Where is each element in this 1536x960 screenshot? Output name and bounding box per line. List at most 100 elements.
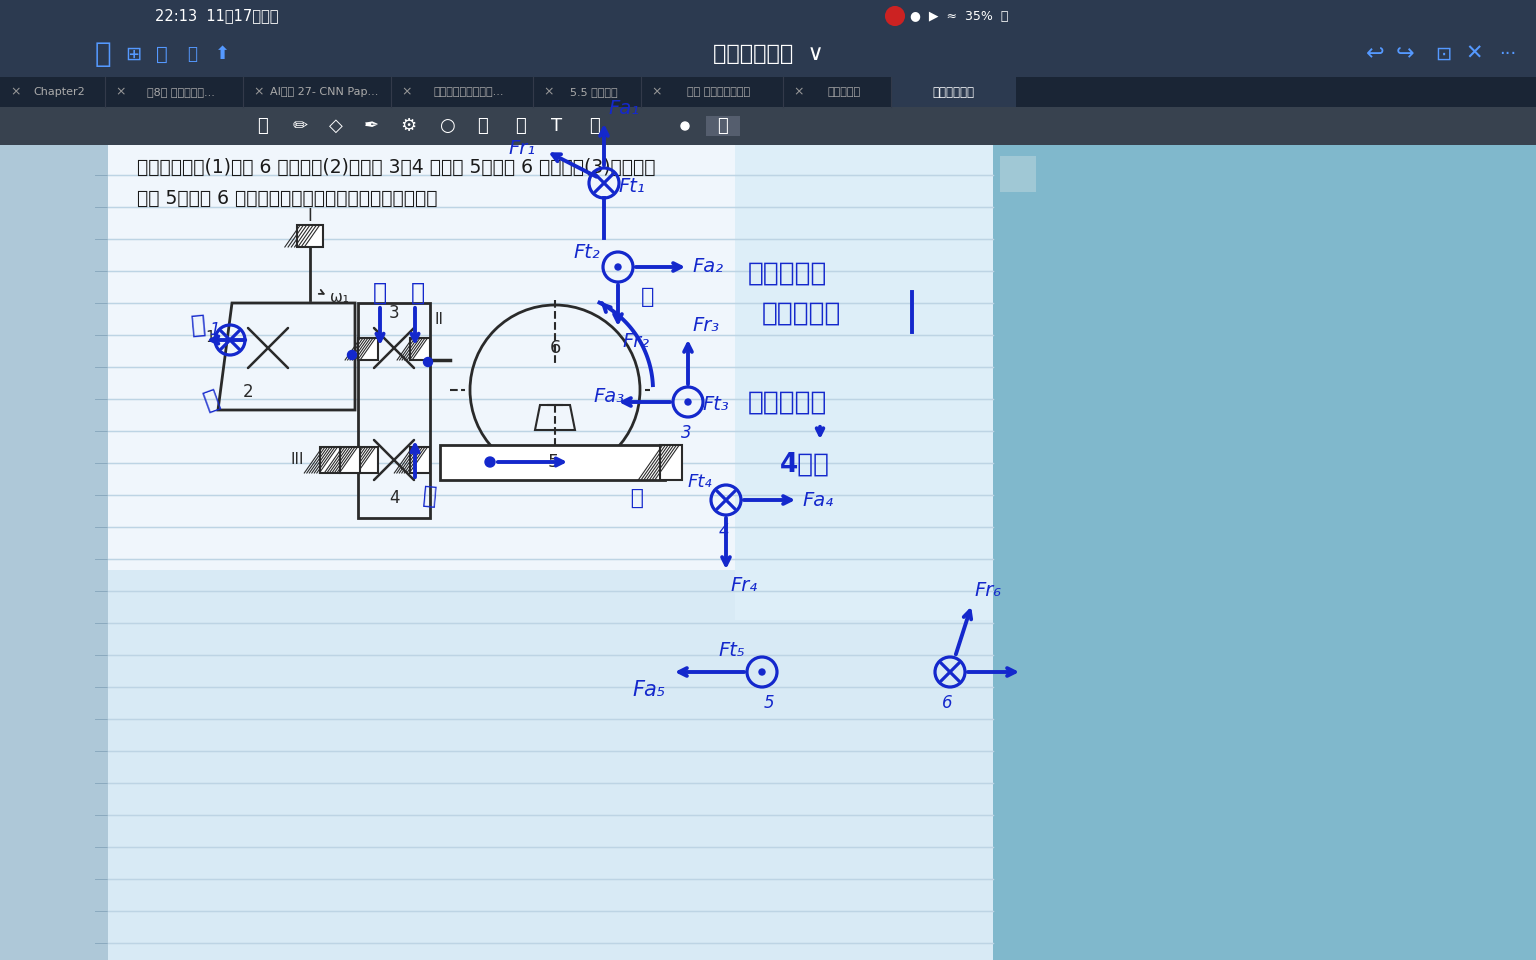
Text: AI课堂 27- CNN Pap...: AI课堂 27- CNN Pap...	[270, 87, 378, 97]
Text: 判断出左旋: 判断出左旋	[748, 390, 828, 416]
Text: Fr₂: Fr₂	[622, 332, 650, 351]
Text: ↪: ↪	[1396, 44, 1415, 64]
Text: ×: ×	[115, 85, 126, 99]
Text: ◇: ◇	[329, 117, 343, 135]
Text: Ft₁: Ft₁	[617, 177, 645, 196]
Bar	[108, 620, 992, 960]
Text: 第8章 人工神经网...: 第8章 人工神经网...	[147, 87, 215, 97]
Text: み: み	[642, 287, 654, 307]
Text: ⚙: ⚙	[399, 117, 416, 135]
Circle shape	[424, 357, 433, 367]
Bar	[0, 0, 1536, 32]
Circle shape	[680, 122, 690, 130]
Text: ✕: ✕	[1465, 44, 1482, 64]
Text: T: T	[551, 117, 562, 135]
Text: III: III	[290, 452, 304, 468]
Text: 3: 3	[680, 424, 691, 442]
Text: 【深度学习】卷积神...: 【深度学习】卷积神...	[433, 87, 504, 97]
Text: 🔖: 🔖	[187, 45, 197, 63]
Text: ×: ×	[544, 85, 553, 99]
Circle shape	[347, 350, 356, 359]
Text: 3: 3	[389, 304, 399, 322]
Text: I: I	[307, 207, 312, 225]
Bar	[0, 32, 1536, 77]
Text: ×: ×	[11, 85, 20, 99]
Text: 5: 5	[763, 694, 774, 712]
Bar	[439, 445, 665, 480]
Text: ス: ス	[189, 312, 206, 338]
Bar	[339, 447, 359, 473]
Text: II: II	[435, 313, 442, 327]
Text: Fa₃: Fa₃	[593, 388, 624, 406]
Bar	[358, 447, 378, 473]
Bar	[736, 145, 992, 960]
Text: Fa₅: Fa₅	[631, 680, 665, 700]
Text: 1: 1	[206, 330, 215, 346]
Bar	[1000, 156, 1035, 192]
Bar	[108, 570, 736, 620]
Text: Fa₄: Fa₄	[802, 491, 833, 510]
Text: ⭐: ⭐	[478, 117, 488, 135]
Bar	[891, 77, 1015, 107]
Bar	[319, 447, 339, 473]
Text: み: み	[419, 484, 436, 509]
Text: 🖊: 🖊	[588, 117, 599, 135]
Text: Ft₃: Ft₃	[702, 396, 728, 415]
Text: 4: 4	[389, 489, 399, 507]
Text: Ft₄: Ft₄	[688, 473, 713, 491]
Circle shape	[485, 457, 495, 467]
Text: ●  ▶  ≈  35%  🔋: ● ▶ ≈ 35% 🔋	[909, 10, 1008, 22]
Text: ⊡: ⊡	[1435, 44, 1452, 63]
Text: 蜗杆 5、蜗轮 6 啮合点的受力方向，以分力的形式表示。: 蜗杆 5、蜗轮 6 啮合点的受力方向，以分力的形式表示。	[137, 188, 438, 207]
Text: ×: ×	[793, 85, 803, 99]
Circle shape	[886, 7, 905, 25]
Bar	[410, 447, 430, 473]
Text: Fr₃: Fr₃	[693, 316, 719, 335]
Text: ···: ···	[1499, 45, 1516, 63]
Text: Fa₂: Fa₂	[693, 257, 723, 276]
Text: ○: ○	[439, 117, 455, 135]
Text: 🔡: 🔡	[258, 117, 269, 135]
Text: ✒: ✒	[364, 117, 378, 135]
Text: 不记忆规则: 不记忆规则	[762, 301, 842, 327]
Text: ⌕: ⌕	[157, 44, 167, 63]
Text: 机械设计作业: 机械设计作业	[932, 85, 974, 99]
Text: Ft₅: Ft₅	[719, 640, 745, 660]
Text: 🖼: 🖼	[516, 117, 527, 135]
Circle shape	[614, 264, 621, 270]
Text: ス: ス	[198, 386, 221, 414]
Text: 〈: 〈	[95, 40, 111, 68]
Text: 非线性成长: 非线性成长	[828, 87, 860, 97]
Text: 5: 5	[547, 453, 559, 471]
Text: み: み	[412, 281, 425, 305]
Text: み: み	[373, 281, 387, 305]
Text: ω₁: ω₁	[330, 291, 349, 305]
Text: 6: 6	[550, 339, 561, 357]
Text: 4: 4	[719, 522, 730, 540]
Text: み: み	[628, 487, 642, 507]
Text: 2: 2	[243, 383, 253, 401]
Text: Chapter2: Chapter2	[34, 87, 86, 97]
Text: Fa₁: Fa₁	[608, 99, 639, 118]
Text: 看图标注力: 看图标注力	[748, 261, 828, 287]
Bar	[410, 338, 430, 360]
Bar	[0, 77, 1536, 107]
Text: 1: 1	[210, 321, 220, 339]
Text: 专题 齿轮的受力分析: 专题 齿轮的受力分析	[688, 87, 751, 97]
Bar	[358, 338, 378, 360]
Text: ✏: ✏	[292, 117, 307, 135]
Text: ×: ×	[651, 85, 662, 99]
Bar	[108, 145, 992, 960]
Text: 5.5 稳定裕度: 5.5 稳定裕度	[570, 87, 617, 97]
Text: 22:13  11月17日周四: 22:13 11月17日周四	[155, 9, 278, 23]
Bar	[0, 107, 1536, 145]
Text: 4右旋: 4右旋	[780, 452, 829, 478]
Text: ⊞: ⊞	[124, 44, 141, 63]
Text: 机械设计作业  ∨: 机械设计作业 ∨	[713, 44, 823, 64]
Text: ×: ×	[401, 85, 412, 99]
Bar	[296, 225, 323, 247]
Text: ×: ×	[253, 85, 264, 99]
Text: Fr₁: Fr₁	[508, 139, 536, 158]
Text: 6: 6	[942, 694, 952, 712]
Text: ↩: ↩	[1366, 44, 1384, 64]
